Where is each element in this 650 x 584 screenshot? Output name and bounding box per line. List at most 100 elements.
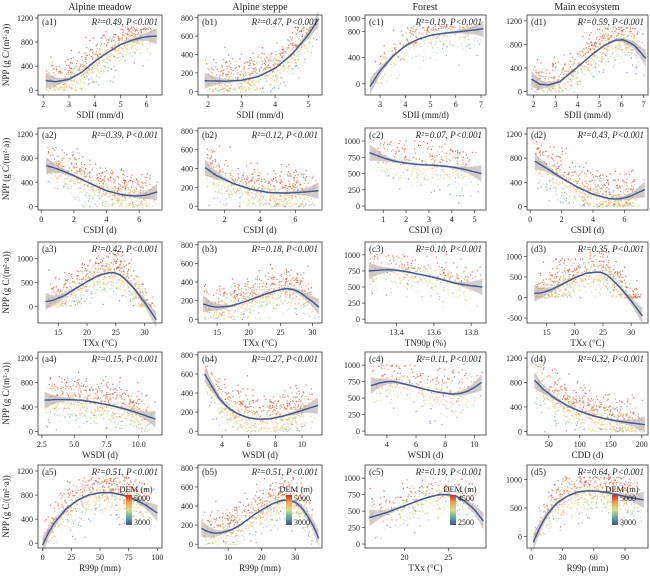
scatter-point (277, 203, 279, 205)
scatter-point (121, 204, 123, 206)
scatter-point (91, 64, 93, 66)
scatter-point (96, 174, 98, 176)
scatter-point (298, 77, 300, 79)
scatter-point (278, 66, 280, 68)
scatter-point (400, 164, 402, 166)
scatter-point (273, 170, 275, 172)
scatter-point (247, 203, 249, 205)
scatter-point (577, 83, 579, 85)
scatter-point (570, 74, 572, 76)
x-axis-label: CSDI (d) (83, 225, 116, 235)
scatter-point (79, 192, 81, 194)
scatter-point (277, 198, 279, 200)
scatter-point (427, 30, 429, 32)
scatter-point (253, 187, 255, 189)
scatter-point (58, 88, 60, 90)
scatter-point (85, 54, 87, 57)
scatter-point (96, 62, 98, 64)
scatter-point (404, 168, 406, 170)
scatter-point (576, 65, 578, 67)
scatter-point (134, 204, 136, 206)
scatter-point (285, 202, 287, 204)
scatter-point (54, 89, 56, 92)
scatter-point (599, 36, 601, 38)
scatter-point (88, 69, 90, 71)
scatter-point (86, 68, 88, 70)
scatter-point (449, 153, 451, 155)
scatter-point (448, 175, 450, 177)
scatter-point (74, 72, 76, 74)
scatter-point (75, 167, 77, 169)
plot-frame (37, 14, 163, 96)
scatter-point (612, 52, 614, 54)
scatter-point (564, 172, 566, 174)
scatter-point (73, 166, 75, 168)
scatter-point (301, 36, 303, 38)
scatter-point (153, 199, 156, 201)
scatter-point (611, 53, 613, 55)
scatter-point (558, 89, 560, 91)
scatter-point (279, 204, 281, 206)
scatter-point (539, 75, 541, 77)
scatter-point (265, 81, 268, 83)
y-tick-label: 200 (181, 183, 193, 192)
scatter-point (462, 159, 464, 161)
scatter-point (609, 206, 611, 208)
scatter-point (287, 63, 289, 65)
scatter-point (290, 175, 292, 177)
scatter-point (62, 161, 64, 163)
scatter-point (123, 170, 125, 172)
scatter-point (281, 180, 283, 182)
scatter-point (129, 52, 131, 54)
scatter-point (454, 177, 457, 179)
scatter-point (118, 183, 120, 185)
scatter-point (115, 48, 117, 50)
scatter-point (72, 151, 74, 153)
x-tick-label: 4 (403, 100, 407, 109)
scatter-point (121, 34, 123, 36)
scatter-point (631, 32, 633, 35)
scatter-point (535, 91, 537, 93)
scatter-point (112, 194, 114, 196)
scatter-point (146, 42, 148, 44)
scatter-point (82, 73, 84, 75)
scatter-point (282, 57, 284, 59)
scatter-point (620, 30, 622, 33)
scatter-point (295, 33, 297, 35)
scatter-point (612, 195, 615, 197)
scatter-point (295, 206, 297, 208)
y-tick-label: 0 (189, 87, 193, 96)
scatter-point (569, 78, 572, 80)
scatter-point (229, 146, 231, 148)
scatter-point (251, 204, 253, 206)
scatter-point (210, 155, 213, 157)
scatter-point (227, 197, 229, 199)
scatter-point (116, 49, 118, 51)
scatter-point (536, 147, 538, 149)
scatter-point (128, 184, 130, 186)
scatter-point (459, 195, 461, 197)
scatter-point (66, 73, 68, 75)
scatter-point (573, 91, 575, 93)
panel-label: (c1) (369, 17, 384, 27)
scatter-point (607, 38, 609, 40)
scatter-point (96, 183, 98, 185)
scatter-point (292, 68, 294, 70)
scatter-point (106, 186, 109, 188)
scatter-point (112, 183, 114, 185)
scatter-point (240, 180, 242, 182)
x-tick-label: 7 (479, 100, 483, 109)
scatter-point (229, 177, 231, 179)
scatter-point (103, 65, 105, 67)
scatter-point (239, 192, 241, 194)
scatter-point (284, 198, 286, 200)
scatter-point (89, 164, 91, 166)
scatter-point (112, 201, 114, 203)
scatter-point (79, 171, 81, 173)
scatter-point (444, 143, 446, 145)
scatter-point (403, 171, 405, 173)
scatter-point (423, 27, 425, 29)
scatter-point (69, 180, 71, 182)
scatter-point (253, 83, 255, 85)
scatter-point (94, 193, 96, 195)
